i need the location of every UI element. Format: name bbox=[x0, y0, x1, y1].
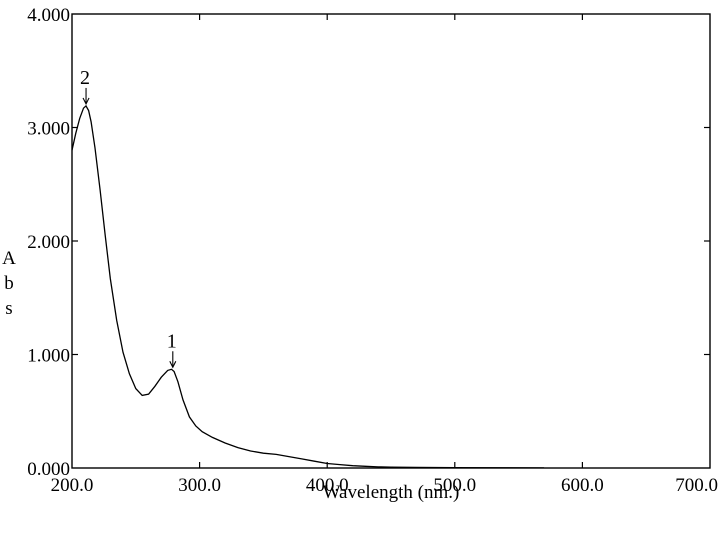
x-tick-label: 600.0 bbox=[561, 475, 604, 496]
y-tick-label: 2.000 bbox=[27, 232, 70, 253]
peak-annotation: 1 bbox=[167, 330, 177, 369]
peak-annotation: 2 bbox=[80, 67, 90, 106]
y-tick-label: 1.000 bbox=[27, 346, 70, 367]
x-tick-label: 400.0 bbox=[306, 475, 349, 496]
y-tick-label: 4.000 bbox=[27, 5, 70, 26]
peak-label: 1 bbox=[167, 330, 177, 352]
y-tick-label: 0.000 bbox=[27, 459, 70, 480]
y-axis-label-letter: b bbox=[4, 273, 14, 294]
y-axis-ticks: 0.000 1.000 2.000 3.000 4.000 bbox=[27, 5, 710, 480]
peak-arrow-head bbox=[82, 97, 90, 106]
absorbance-curve bbox=[71, 104, 545, 469]
x-axis-ticks: 200.0 300.0 400.0 500.0 600.0 700.0 bbox=[51, 14, 718, 496]
peak-label: 2 bbox=[80, 67, 90, 89]
x-tick-label: 700.0 bbox=[675, 475, 718, 496]
y-tick-label: 3.000 bbox=[27, 119, 70, 140]
y-axis-label-letter: A bbox=[2, 248, 16, 269]
peak-annotations: 12 bbox=[80, 67, 177, 369]
peak-arrow-head bbox=[169, 361, 177, 369]
x-tick-label: 200.0 bbox=[51, 475, 94, 496]
plot-frame bbox=[71, 13, 711, 469]
x-axis-label: Wavelength (nm.) bbox=[323, 482, 460, 503]
y-axis-label-letter: s bbox=[5, 298, 12, 319]
x-tick-label: 500.0 bbox=[433, 475, 476, 496]
x-tick-label: 300.0 bbox=[178, 475, 221, 496]
